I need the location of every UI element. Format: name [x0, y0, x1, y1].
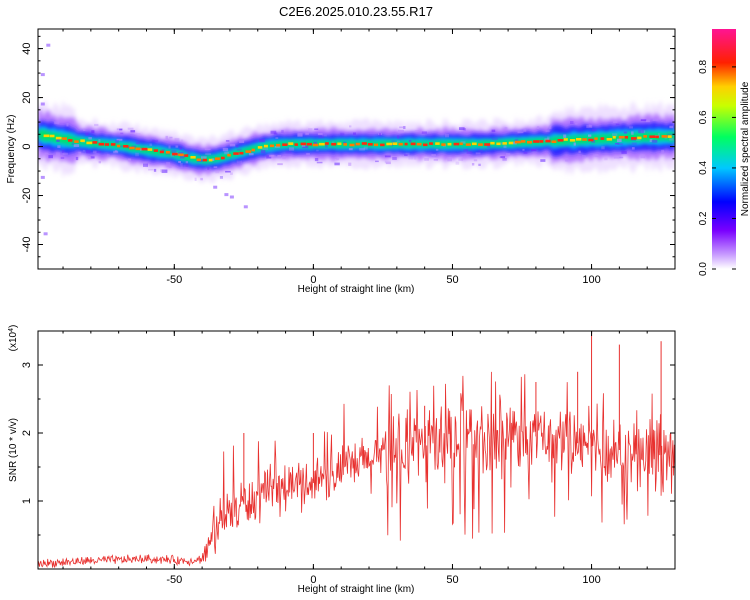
- spectrogram-x-tick-label: 50: [446, 274, 458, 286]
- spectrogram-y-tick-label: 20: [21, 91, 33, 103]
- snr-x-tick-label: -50: [166, 574, 182, 586]
- page-title: C2E6.2025.010.23.55.R17: [279, 4, 433, 19]
- snr-x-tick-label: 100: [582, 574, 600, 586]
- snr-x-tick-label: 50: [446, 574, 458, 586]
- spectrogram-y-axis-label: Frequency (Hz): [6, 115, 17, 184]
- snr-series-line: [38, 371, 675, 569]
- spectrogram-panel: -50 0 50 100 -40 -20 0 20 40 Height of straight …: [6, 28, 676, 295]
- heat-core: [43, 134, 672, 162]
- heat-speckles: [40, 43, 674, 236]
- spectrogram-heatmap: [38, 43, 675, 236]
- snr-y-tick-label: 1: [21, 498, 33, 504]
- snr-frame: [37, 330, 676, 570]
- spectrogram-x-tick-label: 0: [310, 274, 316, 286]
- spectrogram-x-tick-label: -50: [166, 274, 182, 286]
- snr-x-axis-label: Height of straight line (km): [298, 584, 415, 595]
- spectrogram-y-tick-label: 40: [21, 42, 33, 54]
- spectrogram-y-tick-label: 0: [21, 143, 33, 149]
- snr-axes: -50 0 50 100 1 2 3: [21, 330, 676, 586]
- colorbar-ticks: 0.0 0.2 0.4 0.6 0.8: [698, 60, 736, 276]
- spectrogram-x-tick-label: 100: [582, 274, 600, 286]
- heat-green: [38, 129, 675, 164]
- colorbar-tick-label: 0.6: [698, 110, 709, 124]
- colorbar-tick-label: 0.0: [698, 262, 709, 276]
- snr-y-multiplier: (x104): [8, 325, 20, 352]
- spectrogram-axes: -50 0 50 100 -40 -20 0 20 40: [21, 29, 676, 286]
- colorbar-gradient: [712, 29, 736, 269]
- colorbar: 0.0 0.2 0.4 0.6 0.8 Normalized spectral ampl…: [698, 29, 750, 276]
- spectrogram-x-axis-label: Height of straight line (km): [298, 284, 415, 295]
- colorbar-tick-label: 0.2: [698, 211, 709, 225]
- spectrogram-y-tick-label: -20: [21, 188, 33, 204]
- colorbar-tick-label: 0.8: [698, 60, 709, 74]
- spectrogram-y-tick-label: -40: [21, 237, 33, 253]
- snr-panel: -50 0 50 100 1 2 3 Height of straight line (km…: [8, 325, 676, 595]
- spectrogram-frame: [37, 28, 676, 270]
- snr-x-tick-label: 0: [310, 574, 316, 586]
- colorbar-label: Normalized spectral amplitude: [740, 81, 750, 216]
- snr-y-tick-label: 3: [21, 362, 33, 368]
- snr-y-axis-label: SNR (10 * v/v): [8, 418, 19, 482]
- colorbar-tick-label: 0.4: [698, 161, 709, 175]
- snr-y-tick-label: 2: [21, 430, 33, 436]
- snr-plot-area: [38, 331, 675, 569]
